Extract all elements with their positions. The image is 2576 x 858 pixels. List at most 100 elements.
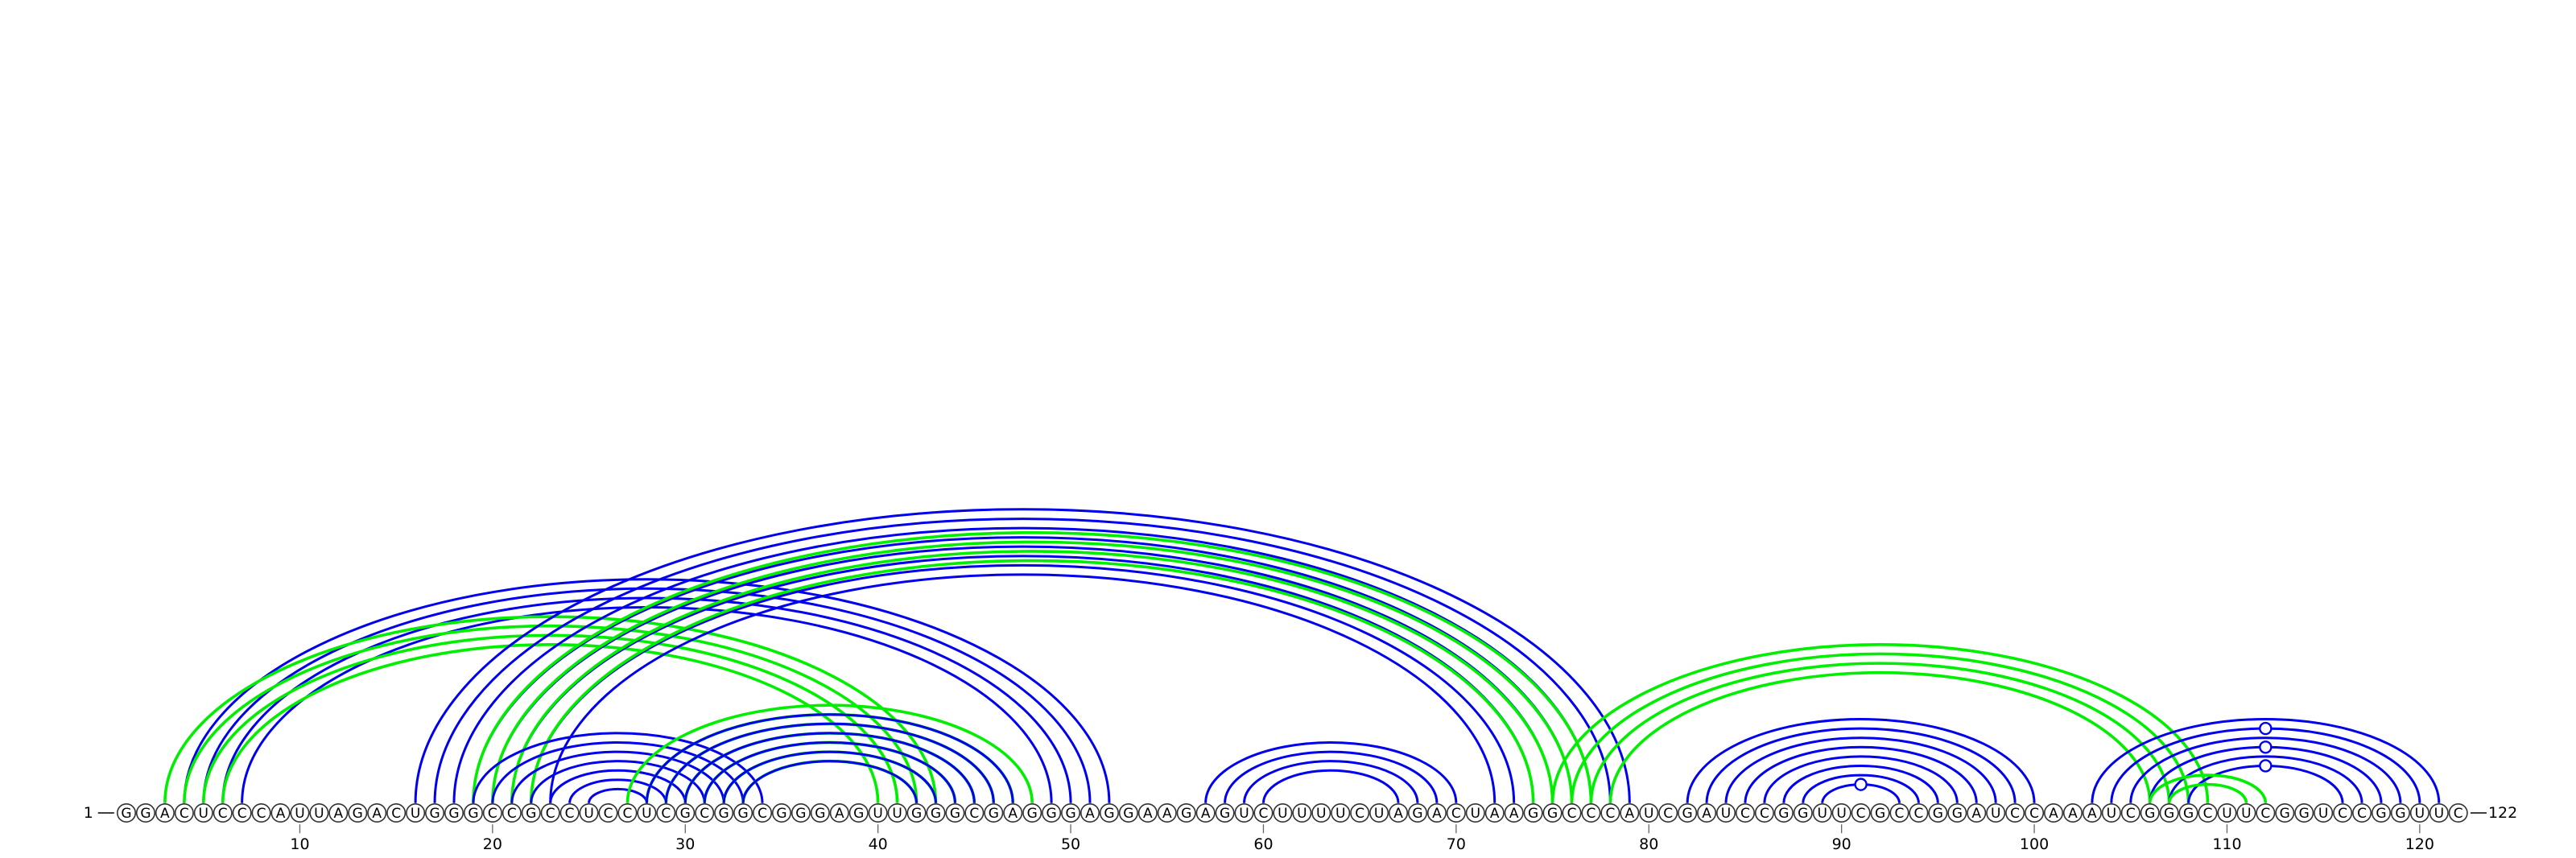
- arc-green-29-46: [664, 722, 996, 803]
- nucleotide-letter: C: [1663, 806, 1673, 822]
- nucleotide-letter: C: [1587, 806, 1596, 822]
- nucleotide-18: G: [444, 802, 464, 823]
- nucleotide-circle: [521, 802, 541, 823]
- nucleotide-letter: C: [661, 806, 671, 822]
- nucleotide-circle: [2101, 802, 2121, 823]
- tick-label-30: 30: [675, 835, 695, 853]
- nucleotide-102: A: [2062, 802, 2083, 823]
- nucleotide-circle: [1812, 802, 1832, 823]
- nucleotide-57: A: [1195, 802, 1216, 823]
- nucleotide-93: C: [1889, 802, 1909, 823]
- nucleotide-letter: U: [1644, 806, 1653, 822]
- nucleotide-circle: [2159, 802, 2179, 823]
- nucleotide-100: C: [2025, 802, 2045, 823]
- nucleotide-letter: U: [1239, 806, 1249, 822]
- nucleotide-letter: C: [1259, 806, 1269, 822]
- nucleotide-letter: A: [1201, 806, 1211, 822]
- nucleotide-1: G: [117, 802, 137, 823]
- tick-label-60: 60: [1253, 835, 1273, 853]
- nucleotide-letter: G: [2145, 806, 2155, 822]
- nucleotide-circle: [1542, 802, 1563, 823]
- nucleotide-circle: [1292, 802, 1312, 823]
- nucleotide-circle: [1195, 802, 1216, 823]
- arc-blue-23-30: [549, 769, 687, 803]
- nucleotide-71: U: [1465, 802, 1485, 823]
- nucleotide-80: U: [1639, 802, 1659, 823]
- arc-blue-17-78: [433, 517, 1612, 803]
- nucleotide-22: G: [521, 802, 541, 823]
- nucleotide-circle: [1639, 802, 1659, 823]
- nucleotide-circle: [174, 802, 194, 823]
- nucleotide-47: A: [1003, 802, 1023, 823]
- nucleotide-circle: [1311, 802, 1331, 823]
- nucleotide-letter: G: [1046, 806, 1057, 822]
- nucleotide-circle: [1407, 802, 1427, 823]
- arc-blue-22-73: [530, 563, 1516, 803]
- nucleotide-letter: G: [1104, 806, 1114, 822]
- nucleotide-letter: G: [1065, 806, 1075, 822]
- nucleotide-3: A: [155, 802, 175, 823]
- nucleotide-53: G: [1118, 802, 1138, 823]
- nucleotide-117: C: [2352, 802, 2372, 823]
- nucleotide-56: G: [1176, 802, 1196, 823]
- nucleotide-circle: [1581, 802, 1601, 823]
- nucleotide-116: C: [2333, 802, 2353, 823]
- nucleotide-letter: U: [892, 806, 902, 822]
- nucleotide-circle: [1889, 802, 1909, 823]
- nucleotide-letter: U: [295, 806, 304, 822]
- nucleotide-circle: [1793, 802, 1813, 823]
- nucleotide-circle: [829, 802, 849, 823]
- nucleotide-circle: [1465, 802, 1485, 823]
- nucleotide-circle: [733, 802, 753, 823]
- nucleotide-114: G: [2294, 802, 2314, 823]
- nucleotide-circle: [1253, 802, 1274, 823]
- nucleotide-109: C: [2198, 802, 2218, 823]
- nucleotide-circle: [2275, 802, 2295, 823]
- nucleotide-39: G: [848, 802, 869, 823]
- arc-green-19-77: [472, 530, 1593, 803]
- nucleotide-letter: U: [1278, 806, 1287, 822]
- nucleotide-circle: [135, 802, 155, 823]
- nucleotide-circle: [386, 802, 407, 823]
- nucleotide-letter: A: [276, 806, 286, 822]
- nucleotide-letter: C: [604, 806, 613, 822]
- arc-green-21-75: [510, 550, 1554, 803]
- nucleotide-circle: [1658, 802, 1678, 823]
- nucleotide-107: G: [2159, 802, 2179, 823]
- nucleotide-letter: C: [237, 806, 247, 822]
- nucleotide-letter: G: [931, 806, 941, 822]
- nucleotide-circle: [1389, 802, 1409, 823]
- nucleotide-letter: G: [2164, 806, 2174, 822]
- nucleotide-circle: [1870, 802, 1890, 823]
- nucleotide-letter: A: [1085, 806, 1095, 822]
- arc-blue-32-43: [722, 750, 937, 803]
- nucleotide-61: U: [1273, 802, 1293, 823]
- arc-green-75-109: [1550, 643, 2210, 803]
- nucleotide-29: C: [656, 802, 676, 823]
- nucleotide-circle: [232, 802, 252, 823]
- nucleotide-circle: [2256, 802, 2276, 823]
- nucleotide-circle: [1697, 802, 1717, 823]
- nucleotide-letter: C: [1895, 806, 1905, 822]
- nucleotide-letter: U: [1374, 806, 1384, 822]
- nucleotide-circle: [193, 802, 213, 823]
- nucleotide-40: U: [868, 802, 888, 823]
- nucleotide-51: A: [1080, 802, 1100, 823]
- nucleotide-circle: [1735, 802, 1755, 823]
- nucleotide-circle: [926, 802, 946, 823]
- nucleotide-letter: G: [1123, 806, 1133, 822]
- nucleotide-circle: [1350, 802, 1370, 823]
- nucleotide-33: G: [733, 802, 753, 823]
- nucleotide-circle: [1678, 802, 1698, 823]
- nucleotide-circle: [444, 802, 464, 823]
- nucleotide-circle: [714, 802, 734, 823]
- nucleotide-circle: [1600, 802, 1620, 823]
- nucleotide-circle: [887, 802, 907, 823]
- nucleotide-letter: C: [2203, 806, 2213, 822]
- nucleotide-letter: A: [1432, 806, 1442, 822]
- nucleotide-circle: [2409, 802, 2429, 823]
- nucleotide-letter: C: [2357, 806, 2367, 822]
- nucleotide-circle: [1504, 802, 1524, 823]
- arc-marker-3: [2259, 740, 2273, 754]
- nucleotide-letter: A: [1490, 806, 1500, 822]
